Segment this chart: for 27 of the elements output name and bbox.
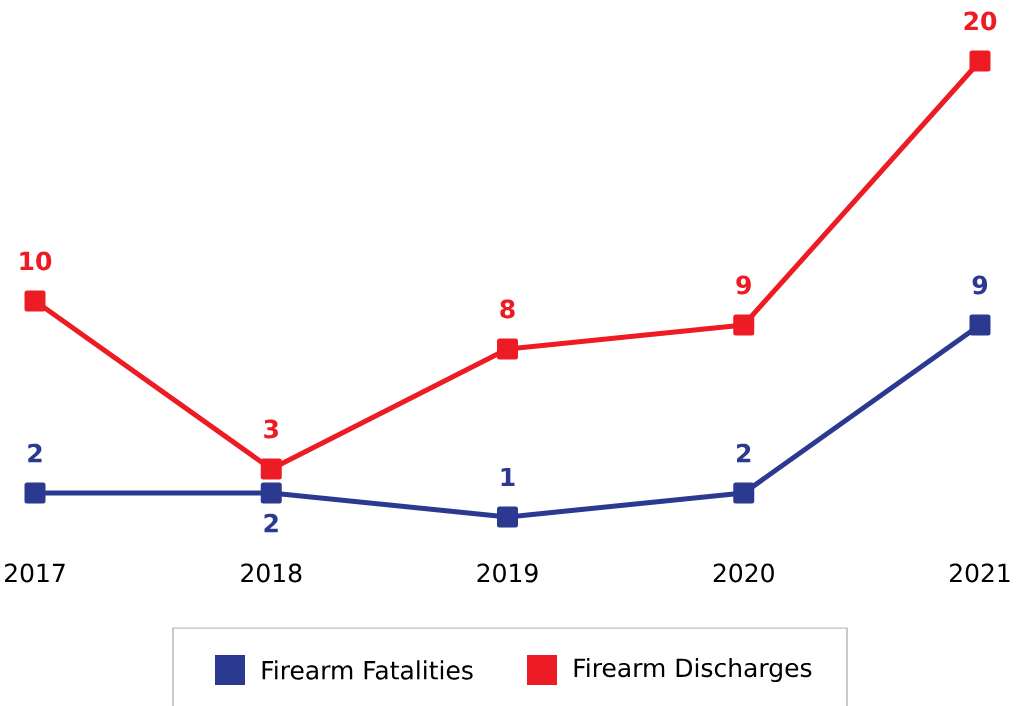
data-label: 10 bbox=[20, 251, 52, 271]
x-tick-label: 2020 bbox=[713, 563, 774, 583]
data-label: 1 bbox=[501, 467, 515, 487]
point bbox=[733, 314, 755, 336]
point bbox=[24, 482, 46, 504]
point bbox=[24, 290, 46, 312]
data-label: 9 bbox=[972, 275, 988, 295]
x-tick-label: 2019 bbox=[477, 563, 538, 583]
data-label: 2 bbox=[28, 443, 42, 463]
point bbox=[497, 506, 518, 528]
legend-label: Firearm Discharges bbox=[574, 657, 812, 683]
point bbox=[260, 458, 282, 480]
x-tick-label: 2017 bbox=[5, 563, 65, 583]
point bbox=[969, 50, 991, 72]
data-label: 2 bbox=[264, 513, 278, 533]
data-label: 3 bbox=[264, 419, 278, 439]
data-label: 9 bbox=[736, 275, 751, 295]
point bbox=[733, 482, 755, 504]
point bbox=[260, 482, 282, 504]
legend-label: Firearm Fatalities bbox=[262, 660, 473, 680]
data-label: 8 bbox=[500, 299, 515, 319]
data-label: 2 bbox=[737, 443, 751, 463]
x-tick-label: 2018 bbox=[241, 563, 302, 583]
point bbox=[969, 314, 991, 336]
x-tick-label: 2021 bbox=[950, 563, 1010, 583]
point bbox=[497, 338, 518, 360]
data-label: 20 bbox=[964, 11, 997, 31]
